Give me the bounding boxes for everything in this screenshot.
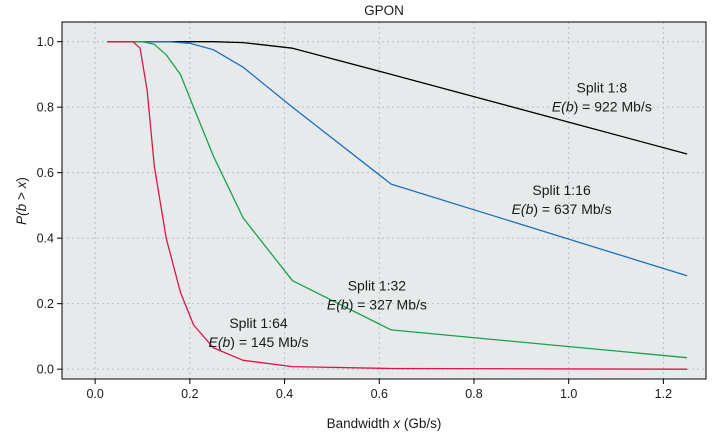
- series-line-2: [107, 41, 688, 277]
- x-tick-label: 0.4: [276, 387, 293, 401]
- y-tick-label: 1.0: [37, 35, 54, 49]
- x-tick-label: 0.0: [86, 387, 103, 401]
- x-tick-label: 1.2: [655, 387, 672, 401]
- x-tick-label: 1.0: [560, 387, 577, 401]
- annotation-mean-label: E(b) = 922 Mb/s: [552, 98, 652, 114]
- annotation-mean-label: E(b) = 637 Mb/s: [512, 201, 612, 217]
- annotations: Split 1:8 E(b) = 922 Mb/s Split 1:16 E(b) =…: [209, 79, 652, 350]
- series-line-3: [107, 41, 688, 359]
- series-line-4: [107, 41, 688, 370]
- x-tick-label: 0.6: [371, 387, 388, 401]
- plot-frame: [61, 21, 707, 380]
- x-axis-title: Bandwidth x (Gb/s): [327, 416, 442, 431]
- y-tick-label: 0.4: [37, 232, 54, 246]
- annotation-3: Split 1:32 E(b) = 327 Mb/s: [327, 278, 427, 313]
- y-tick-label: 0.6: [37, 166, 54, 180]
- x-tick-label: 0.2: [181, 387, 198, 401]
- y-tick-label: 0.8: [37, 101, 54, 115]
- y-tick-label: 0.2: [37, 297, 54, 311]
- grid-lines: [62, 22, 706, 379]
- annotation-2: Split 1:16 E(b) = 637 Mb/s: [512, 182, 612, 217]
- plot-area: [62, 22, 706, 379]
- axis-ticks: 0.0 0.2 0.4 0.6 0.8 1.0 1.2 0.0 0.2 0.4 0.6 0.8 1.0: [37, 35, 673, 401]
- series-lines: [107, 41, 688, 370]
- annotation-4: Split 1:64 E(b) = 145 Mb/s: [209, 315, 309, 350]
- annotation-split-label: Split 1:8: [577, 79, 628, 95]
- y-axis-title: P(b > x): [14, 177, 29, 225]
- annotation-split-label: Split 1:64: [229, 315, 288, 331]
- chart-title: GPON: [364, 3, 404, 18]
- annotation-mean-label: E(b) = 145 Mb/s: [209, 334, 309, 350]
- x-tick-label: 0.8: [465, 387, 482, 401]
- y-tick-label: 0.0: [37, 363, 54, 377]
- annotation-1: Split 1:8 E(b) = 922 Mb/s: [552, 79, 652, 114]
- annotation-split-label: Split 1:32: [348, 278, 407, 294]
- annotation-mean-label: E(b) = 327 Mb/s: [327, 297, 427, 313]
- annotation-split-label: Split 1:16: [532, 182, 591, 198]
